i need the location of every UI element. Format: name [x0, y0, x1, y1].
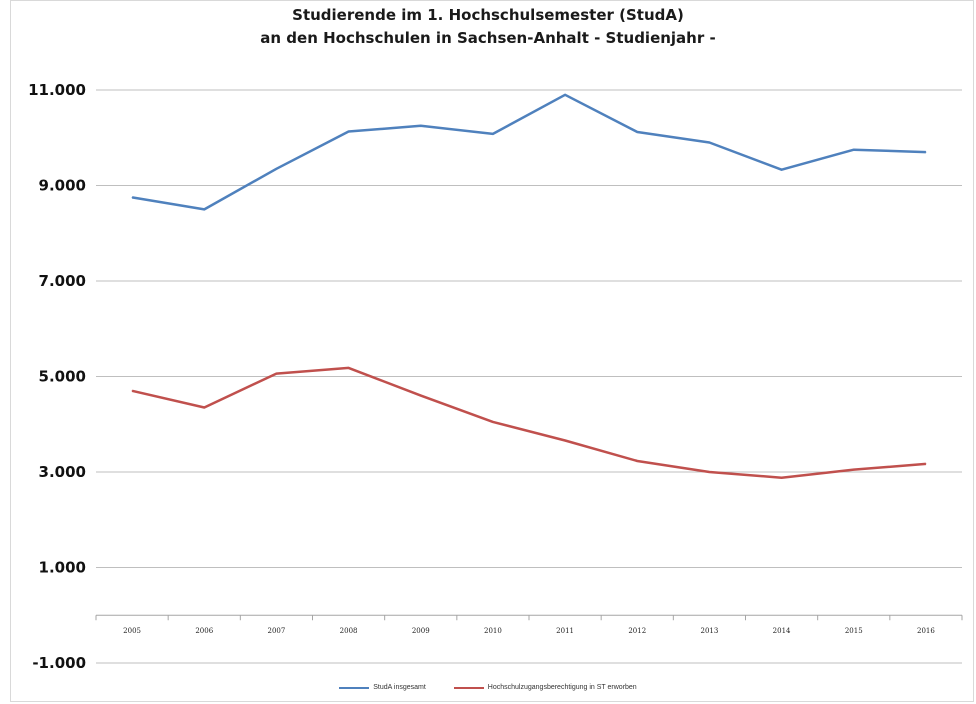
series-line-2: [131, 366, 926, 479]
data-point: [925, 463, 927, 465]
data-point: [781, 169, 783, 171]
data-point: [636, 460, 638, 462]
data-point: [131, 196, 133, 198]
x-tick-label: 2013: [701, 627, 719, 635]
data-point: [420, 395, 422, 397]
x-tick-label: 2009: [412, 627, 430, 635]
legend-swatch: [339, 686, 370, 689]
data-point: [492, 133, 494, 135]
data-point: [492, 421, 494, 423]
x-tick-label: 2012: [628, 627, 646, 635]
data-point: [853, 149, 855, 151]
y-tick-label: 5.000: [39, 368, 86, 386]
x-tick-label: 2010: [484, 627, 502, 635]
y-tick-label: 3.000: [39, 463, 86, 481]
legend-item: Hochschulzugangsberechtigung in ST erwor…: [453, 684, 637, 691]
x-tick-label: 2005: [123, 627, 141, 635]
data-point: [636, 131, 638, 133]
chart-legend: StudA insgesamt Hochschulzugangsberechtig…: [0, 684, 976, 691]
data-point: [348, 131, 350, 133]
data-point: [131, 390, 133, 392]
x-tick-label: 2016: [917, 627, 935, 635]
y-tick-label: -1.000: [32, 654, 86, 672]
data-point: [420, 125, 422, 127]
legend-label: StudA insgesamt: [373, 684, 426, 691]
y-tick-label: 1.000: [39, 559, 86, 577]
data-point: [203, 208, 205, 210]
data-point: [348, 367, 350, 369]
data-point: [564, 94, 566, 96]
data-point: [275, 373, 277, 375]
chart-frame: [10, 0, 974, 702]
data-point: [708, 142, 710, 144]
y-tick-label: 11.000: [28, 81, 86, 99]
data-point: [925, 151, 927, 153]
data-point: [564, 439, 566, 441]
chart-title-line-1: Studierende im 1. Hochschulsemester (Stu…: [292, 6, 684, 24]
x-tick-label: 2007: [268, 627, 286, 635]
y-tick-label: 7.000: [39, 272, 86, 290]
x-tick-label: 2008: [340, 627, 358, 635]
legend-item: StudA insgesamt: [339, 684, 426, 691]
y-tick-label: 9.000: [39, 177, 86, 195]
legend-label: Hochschulzugangsberechtigung in ST erwor…: [487, 684, 637, 691]
data-point: [781, 477, 783, 479]
x-tick-label: 2006: [195, 627, 213, 635]
data-point: [853, 469, 855, 471]
series-line-1: [131, 93, 926, 211]
data-point: [708, 471, 710, 473]
chart-title-line-2: an den Hochschulen in Sachsen-Anhalt - S…: [260, 29, 716, 47]
x-tick-label: 2014: [773, 627, 791, 635]
legend-swatch: [453, 686, 484, 689]
data-point: [203, 407, 205, 409]
x-tick-label: 2011: [556, 627, 574, 635]
x-tick-label: 2015: [845, 627, 863, 635]
data-point: [275, 168, 277, 170]
